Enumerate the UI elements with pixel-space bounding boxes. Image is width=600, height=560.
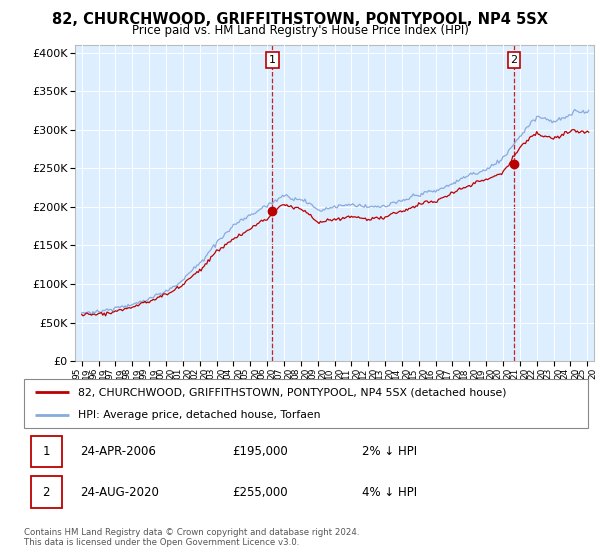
Text: 24-AUG-2020: 24-AUG-2020 (80, 486, 159, 499)
Text: £195,000: £195,000 (233, 445, 289, 458)
Text: 2% ↓ HPI: 2% ↓ HPI (362, 445, 418, 458)
Text: Price paid vs. HM Land Registry's House Price Index (HPI): Price paid vs. HM Land Registry's House … (131, 24, 469, 36)
Text: 1: 1 (43, 445, 50, 458)
Text: 2: 2 (43, 486, 50, 499)
Text: £255,000: £255,000 (233, 486, 289, 499)
Text: HPI: Average price, detached house, Torfaen: HPI: Average price, detached house, Torf… (77, 410, 320, 420)
Text: 82, CHURCHWOOD, GRIFFITHSTOWN, PONTYPOOL, NP4 5SX (detached house): 82, CHURCHWOOD, GRIFFITHSTOWN, PONTYPOOL… (77, 388, 506, 398)
FancyBboxPatch shape (24, 379, 588, 428)
FancyBboxPatch shape (31, 436, 62, 467)
Text: Contains HM Land Registry data © Crown copyright and database right 2024.
This d: Contains HM Land Registry data © Crown c… (24, 528, 359, 547)
Text: 24-APR-2006: 24-APR-2006 (80, 445, 156, 458)
Text: 4% ↓ HPI: 4% ↓ HPI (362, 486, 418, 499)
Text: 82, CHURCHWOOD, GRIFFITHSTOWN, PONTYPOOL, NP4 5SX: 82, CHURCHWOOD, GRIFFITHSTOWN, PONTYPOOL… (52, 12, 548, 27)
Text: 1: 1 (269, 55, 276, 65)
FancyBboxPatch shape (31, 477, 62, 508)
Text: 2: 2 (511, 55, 518, 65)
